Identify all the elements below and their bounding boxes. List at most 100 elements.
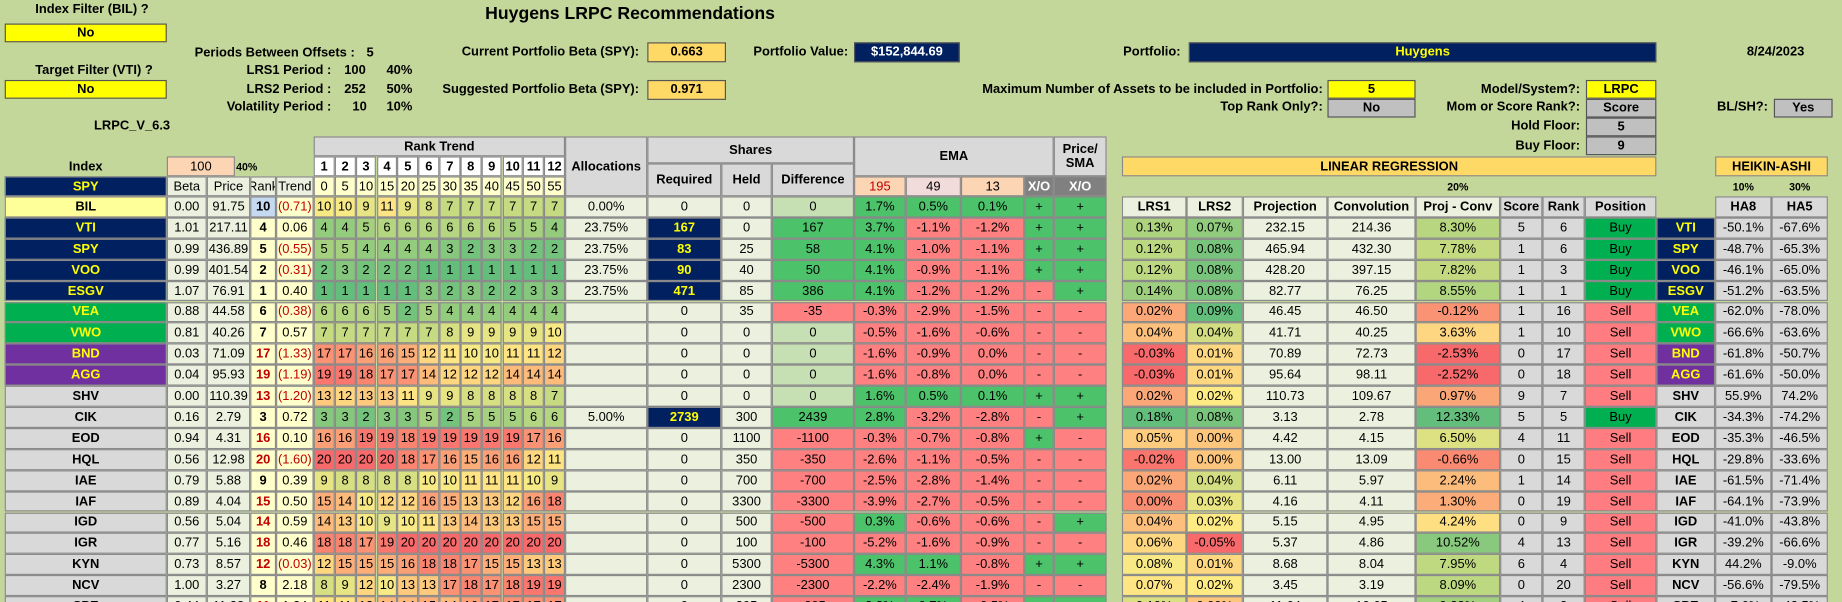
allocation [565, 322, 648, 344]
required: 0 [647, 533, 722, 555]
difference: -350 [771, 448, 855, 470]
difference: 167 [771, 217, 855, 239]
rank-trend: 7 [397, 322, 419, 344]
input[interactable]: Score [1585, 98, 1657, 118]
rank-trend: 2 [313, 259, 335, 281]
rank-trend: 13 [481, 490, 503, 513]
sma-xo: + [1053, 554, 1107, 576]
rank-trend: 18 [397, 427, 419, 449]
rank-trend: 5 [460, 406, 482, 428]
header: Index [68, 159, 103, 174]
rank-trend: 5 [502, 217, 524, 239]
label: Portfolio Value: [753, 44, 849, 59]
rank-trend: 2 [439, 406, 461, 428]
required: 0 [647, 469, 722, 491]
held: 25 [721, 238, 772, 260]
rank-trend: 11 [334, 596, 356, 602]
ema: -0.9% [905, 259, 961, 281]
input[interactable]: Yes [1773, 98, 1833, 118]
price: 76.91 [206, 280, 251, 302]
rank-trend: 9 [418, 385, 440, 407]
ema: -0.7% [905, 427, 961, 449]
input[interactable]: No [4, 79, 167, 99]
rank-trend: 18 [544, 490, 566, 513]
rank-trend: 20 [313, 448, 335, 470]
rank-trend: 10 [313, 196, 335, 218]
rank-trend: 3 [313, 406, 335, 428]
rank-trend: 17 [502, 596, 524, 602]
header: 10 [355, 176, 377, 197]
convolution: 10.65 [1327, 596, 1416, 602]
lrs2: 0.01% [1186, 343, 1243, 365]
projection: 6.11 [1242, 469, 1328, 491]
rank-trend: 5 [523, 217, 545, 239]
lrs1: 0.13% [1121, 217, 1187, 239]
held: 295 [721, 596, 772, 602]
ema: 4.1% [854, 238, 906, 260]
held: 3300 [721, 490, 772, 513]
rank-trend: 2 [376, 259, 398, 281]
input[interactable]: LRPC [1585, 79, 1657, 99]
ticker: IAF [1656, 490, 1716, 513]
rank-trend: 15 [481, 554, 503, 576]
rank-trend: 20 [544, 533, 566, 555]
rank-trend: 18 [334, 533, 356, 555]
rank-trend: 4 [544, 301, 566, 323]
ema: 3.7% [854, 217, 906, 239]
input[interactable]: No [4, 23, 167, 43]
difference: -2300 [771, 575, 855, 597]
portfolio[interactable]: Huygens [1188, 42, 1657, 63]
header: 55 [544, 176, 566, 197]
sma-xo: - [1053, 533, 1107, 555]
projection: 70.89 [1242, 343, 1328, 365]
rank-trend: 13 [481, 512, 503, 534]
rank-trend: 5 [481, 406, 503, 428]
input[interactable]: 5 [1585, 117, 1657, 137]
value: 10% [386, 99, 413, 115]
beta: 0.00 [166, 385, 207, 407]
required: 0 [647, 322, 722, 344]
header: Rank [1542, 196, 1585, 218]
ticker: BND [4, 343, 167, 365]
xo: + [1024, 196, 1054, 218]
proj-conv: -0.12% [1415, 301, 1501, 323]
rank-trend: 17 [334, 343, 356, 365]
proj-conv: 8.30% [1415, 217, 1501, 239]
proj-conv: -2.52% [1415, 364, 1501, 386]
rank-trend: 9 [439, 385, 461, 407]
score: 1 [1500, 322, 1543, 344]
ticker: BND [1656, 343, 1716, 365]
header: Allocations [565, 136, 648, 197]
rank-trend: 3 [481, 238, 503, 260]
trend: 0.72 [276, 406, 314, 428]
rank-trend: 11 [460, 469, 482, 491]
rank-trend: 9 [523, 322, 545, 344]
input[interactable]: 5 [1327, 79, 1416, 99]
rank-trend: 16 [544, 427, 566, 449]
ticker: VOO [4, 259, 167, 281]
rank-trend: 2 [544, 238, 566, 260]
rank-trend: 2 [439, 280, 461, 302]
allocation [565, 343, 648, 365]
rank: 1 [250, 280, 277, 302]
input[interactable]: No [1327, 98, 1416, 118]
rank-trend: 12 [313, 554, 335, 576]
input[interactable]: 9 [1585, 136, 1657, 156]
sma-xo: - [1053, 301, 1107, 323]
rank-trend: 7 [544, 385, 566, 407]
title: Huygens LRPC Recommendations [485, 3, 775, 24]
rank-trend: 15 [418, 596, 440, 602]
trend: (0.31) [276, 259, 314, 281]
allocation [565, 301, 648, 323]
label: Maximum Number of Assets to be included … [982, 82, 1323, 97]
header: 25 [418, 176, 440, 197]
rank-trend: 19 [376, 533, 398, 555]
ticker: VEA [1656, 301, 1716, 323]
rank-trend: 16 [523, 490, 545, 513]
rank-trend: 15 [523, 512, 545, 534]
ticker: VTI [4, 217, 167, 239]
projection: 3.45 [1242, 575, 1328, 597]
score: 5 [1500, 406, 1543, 428]
rank: 3 [250, 406, 277, 428]
